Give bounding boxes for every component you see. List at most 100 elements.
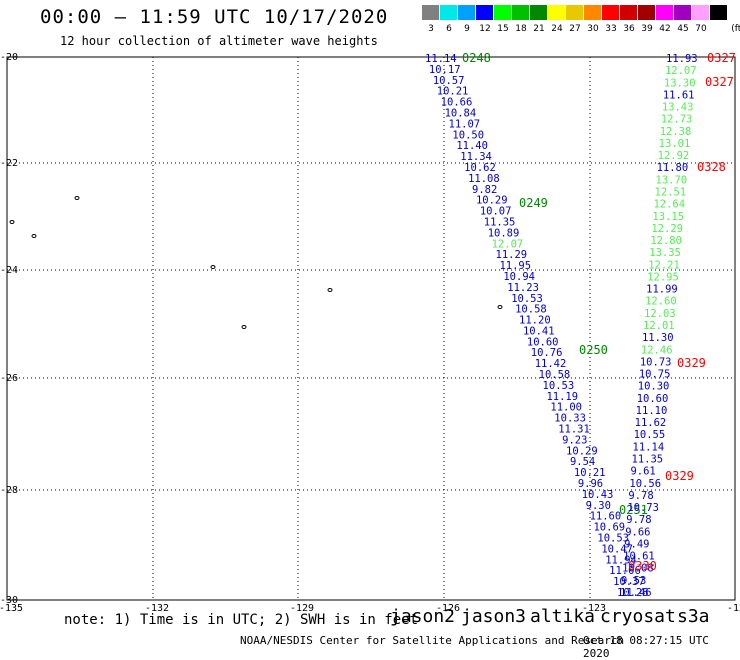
legend-swatch bbox=[458, 5, 475, 20]
wave-height-value: 10.58 bbox=[515, 304, 547, 316]
wave-height-value: 12.01 bbox=[643, 320, 675, 332]
legend-swatch bbox=[584, 5, 601, 20]
satellite-altika-label: altika bbox=[530, 606, 596, 627]
pass-time-label: 0249 bbox=[519, 196, 548, 210]
satellite-cryosat-label: cryosat bbox=[600, 606, 676, 627]
legend-swatch bbox=[548, 5, 565, 20]
generated-timestamp: Oct 18 08:27:15 UTC 2020 bbox=[583, 634, 709, 660]
wave-height-value: 12.03 bbox=[644, 308, 676, 320]
wave-height-value: 10.73 bbox=[627, 502, 659, 514]
longitude-label: -123 bbox=[582, 603, 606, 614]
wave-height-value: 9.96 bbox=[578, 478, 603, 490]
legend-label: 21 bbox=[533, 24, 545, 34]
satellite-s3a-label: s3a bbox=[677, 606, 710, 627]
legend-label: 36 bbox=[623, 24, 635, 34]
map-subtitle: 12 hour collection of altimeter wave hei… bbox=[60, 34, 378, 48]
wave-height-value: 10.30 bbox=[638, 381, 670, 393]
island-outline bbox=[210, 265, 216, 269]
longitude-label: -120 bbox=[727, 603, 740, 614]
wave-height-value: 11.30 bbox=[642, 332, 674, 344]
wave-height-value: 9.53 bbox=[621, 575, 646, 587]
legend-swatch bbox=[494, 5, 511, 20]
wave-height-value: 11.80 bbox=[657, 162, 689, 174]
wave-height-value: 11.14 bbox=[633, 441, 665, 453]
wave-height-value: 12.29 bbox=[651, 223, 683, 235]
wave-height-value: 12.92 bbox=[658, 150, 690, 162]
map-frame bbox=[6, 56, 736, 601]
legend-label: 9 bbox=[464, 24, 470, 34]
pass-time-label: 0328 bbox=[697, 160, 726, 174]
wave-height-value: 11.93 bbox=[666, 53, 698, 65]
legend-label: 18 bbox=[515, 24, 527, 34]
wave-height-value: 9.82 bbox=[472, 184, 497, 196]
wave-height-value: 11.23 bbox=[507, 282, 539, 294]
wave-height-value: 10.53 bbox=[511, 293, 543, 305]
latitude-label: -20 bbox=[0, 52, 18, 63]
wave-height-value: 11.08 bbox=[468, 173, 500, 185]
wave-height-value: 11.62 bbox=[635, 417, 667, 429]
wave-height-value: 11.46 bbox=[620, 587, 652, 599]
legend-label: 6 bbox=[446, 24, 452, 34]
wave-height-value: 9.78 bbox=[628, 490, 653, 502]
wave-height-value: 10.60 bbox=[527, 336, 559, 348]
wave-height-value: 11.06 bbox=[609, 565, 641, 577]
wave-height-value: 9.54 bbox=[570, 456, 595, 468]
wave-height-value: 11.95 bbox=[499, 260, 531, 272]
longitude-label: -135 bbox=[0, 603, 23, 614]
wave-height-value: 10.07 bbox=[480, 206, 512, 218]
wave-height-value: 10.66 bbox=[441, 97, 473, 109]
legend-swatch bbox=[440, 5, 457, 20]
wave-height-value: 9.61 bbox=[630, 466, 655, 478]
wave-height-value: 10.58 bbox=[539, 369, 571, 381]
latitude-label: -24 bbox=[0, 265, 18, 276]
wave-height-value: 11.35 bbox=[484, 216, 516, 228]
legend-swatch bbox=[710, 5, 727, 20]
wave-height-value: 10.61 bbox=[623, 551, 655, 563]
wave-height-value: 12.07 bbox=[665, 65, 697, 77]
wave-height-value: 12.07 bbox=[492, 238, 524, 250]
wave-height-value: 12.73 bbox=[661, 114, 693, 126]
longitude-label: -126 bbox=[436, 603, 460, 614]
legend-label: 30 bbox=[587, 24, 599, 34]
wave-height-value: 12.64 bbox=[653, 199, 685, 211]
legend-label: 15 bbox=[497, 24, 509, 34]
wave-height-value: 9.66 bbox=[625, 526, 650, 538]
wave-height-value: 11.40 bbox=[456, 140, 488, 152]
legend-label: 70 bbox=[695, 24, 707, 34]
legend-swatch bbox=[620, 5, 637, 20]
island-outline bbox=[327, 288, 333, 292]
wave-height-value: 10.33 bbox=[554, 413, 586, 425]
pass-time-label: 0327 bbox=[705, 75, 734, 89]
wave-height-value: 11.07 bbox=[449, 118, 481, 130]
wave-height-value: 11.29 bbox=[496, 249, 528, 261]
legend-swatch bbox=[602, 5, 619, 20]
wave-height-value: 12.95 bbox=[647, 271, 679, 283]
wave-height-value: 11.19 bbox=[546, 391, 578, 403]
wave-height-value: 13.01 bbox=[659, 138, 691, 150]
wave-height-value: 10.53 bbox=[597, 533, 629, 545]
pass-time-label: 0327 bbox=[707, 51, 736, 65]
legend-swatch bbox=[476, 5, 493, 20]
wave-height-value: 13.35 bbox=[649, 247, 681, 259]
longitude-label: -132 bbox=[145, 603, 169, 614]
wave-height-value: 10.75 bbox=[639, 369, 671, 381]
wave-height-value: 9.23 bbox=[562, 434, 587, 446]
pass-time-label: 0330 bbox=[628, 559, 657, 573]
wave-height-value: 9.78 bbox=[626, 514, 651, 526]
wave-height-value: 10.94 bbox=[503, 271, 535, 283]
footer-note: note: 1) Time is in UTC; 2) SWH is in fe… bbox=[64, 612, 419, 628]
wave-height-value: 9.49 bbox=[624, 538, 649, 550]
wave-height-value: 10.89 bbox=[488, 227, 520, 239]
wave-height-value: 11.00 bbox=[550, 402, 582, 414]
wave-height-value: 11.42 bbox=[535, 358, 567, 370]
satellite-jason2-label: jason2 bbox=[390, 606, 456, 627]
latitude-label: -30 bbox=[0, 595, 18, 606]
legend-label: 45 bbox=[677, 24, 689, 34]
island-outline bbox=[9, 220, 15, 224]
wave-height-value: 10.56 bbox=[629, 478, 661, 490]
legend-label: 27 bbox=[569, 24, 581, 34]
wave-height-value: 10.62 bbox=[464, 162, 496, 174]
pass-time-label: 0251 bbox=[619, 503, 648, 517]
wave-height-value: 12.80 bbox=[650, 235, 682, 247]
